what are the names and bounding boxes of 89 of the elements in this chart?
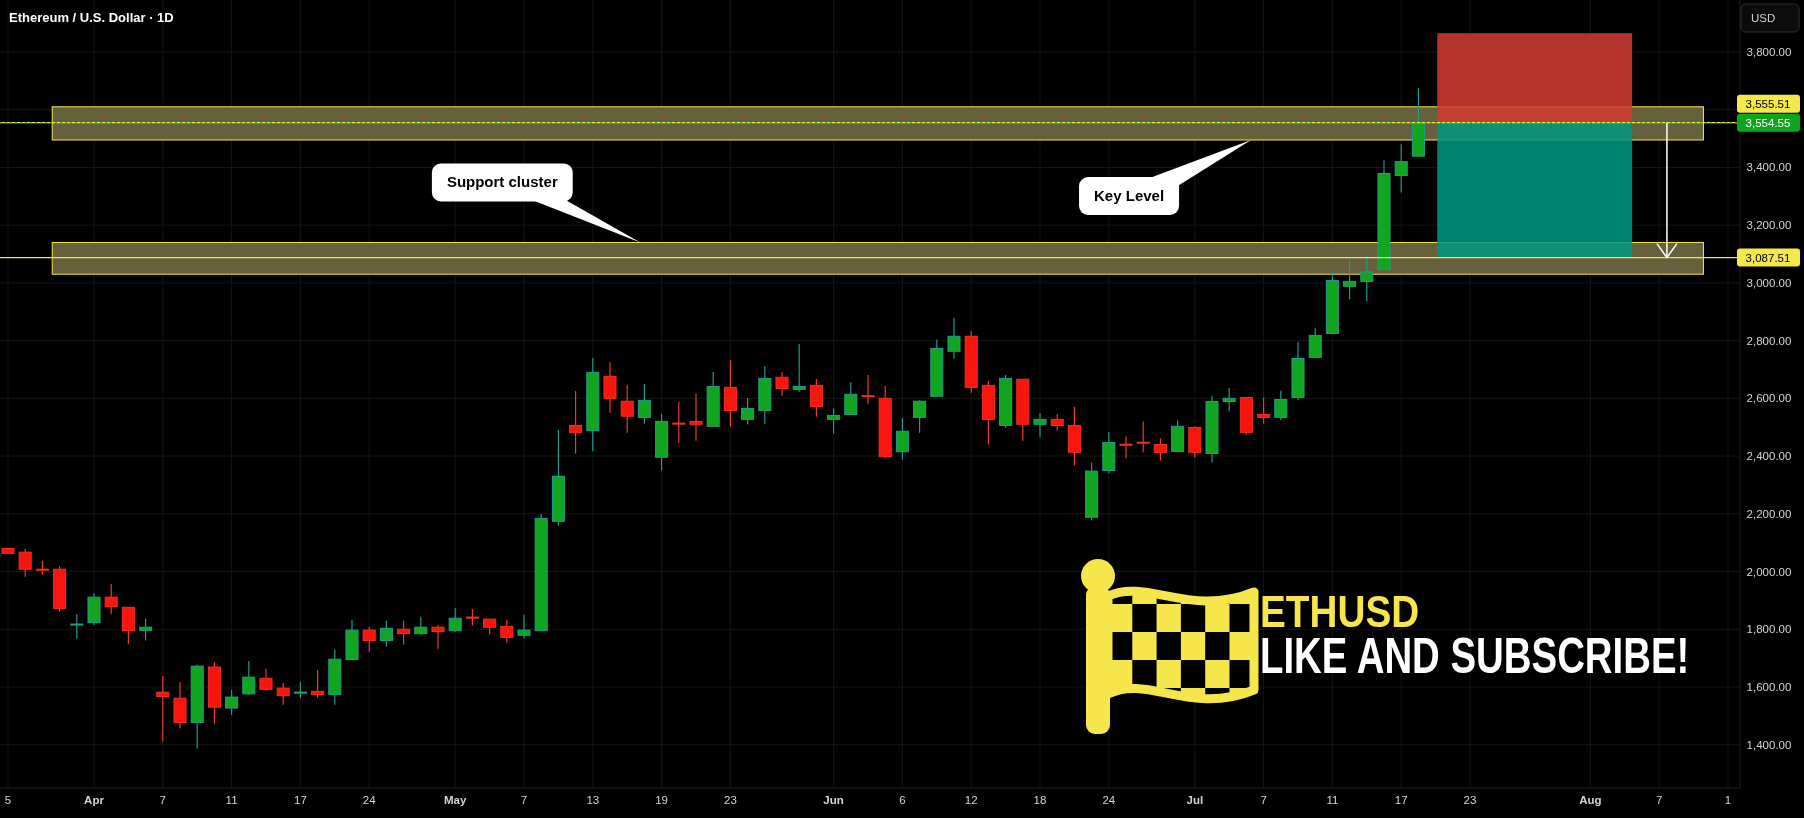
y-tick-label: 2,400.00	[1746, 450, 1792, 463]
x-tick-label: 23	[724, 794, 737, 806]
candlestick	[569, 390, 583, 455]
y-tick-label: 3,800.00	[1746, 45, 1792, 58]
candlestick	[689, 392, 703, 442]
candlestick	[1119, 435, 1133, 459]
candlestick	[1343, 258, 1357, 300]
candlestick	[414, 616, 428, 636]
candlestick	[792, 343, 806, 393]
x-tick-label: 1	[1724, 794, 1732, 806]
candlestick	[397, 620, 411, 646]
candlestick	[723, 359, 737, 428]
candlestick	[379, 620, 393, 648]
x-tick-label: 17	[1394, 794, 1408, 806]
candlestick	[225, 689, 239, 716]
candlestick	[895, 417, 909, 461]
x-tick-label: May	[444, 794, 467, 806]
candlestick	[603, 361, 617, 414]
x-tick-label: 7	[520, 794, 528, 806]
y-tick-label: 1,800.00	[1746, 623, 1792, 636]
x-tick-label: Jun	[823, 794, 844, 806]
y-tick-label: 2,200.00	[1746, 507, 1792, 520]
x-tick-label: 13	[586, 794, 600, 806]
x-tick-label: 17	[294, 794, 307, 806]
band-label: Support cluster	[446, 173, 558, 191]
candlestick	[861, 374, 875, 405]
x-tick-label: Jul	[1186, 794, 1204, 806]
candlestick	[637, 383, 651, 425]
x-tick-label: 23	[1463, 794, 1477, 806]
x-tick-label: 6	[899, 794, 906, 806]
x-tick-label: 12	[964, 794, 978, 806]
ref-line-label: 3,087.51	[1745, 251, 1791, 264]
candlestick	[1136, 420, 1150, 453]
x-tick-label: 18	[1033, 794, 1047, 806]
candlestick	[362, 626, 376, 653]
y-tick-label: 3,200.00	[1746, 219, 1792, 232]
x-tick-label: 7	[159, 794, 166, 806]
candlestick	[827, 407, 841, 435]
y-tick-label: 3,400.00	[1746, 161, 1792, 174]
y-tick-label: 1,600.00	[1746, 680, 1792, 693]
y-tick-label: 2,600.00	[1746, 392, 1792, 405]
x-tick-label: Apr	[84, 794, 105, 806]
candlestick	[70, 613, 84, 640]
x-tick-label: 11	[1326, 794, 1339, 806]
candlestick	[104, 583, 118, 615]
x-tick-label: 7	[1260, 794, 1267, 806]
candlestick	[139, 618, 153, 642]
candlestick	[500, 619, 514, 644]
candlestick	[276, 682, 290, 706]
candlestick	[1394, 143, 1408, 194]
x-tick-label: 11	[225, 794, 238, 806]
candlestick	[431, 624, 445, 650]
candlestick	[1153, 437, 1167, 461]
ref-line-label: 3,555.51	[1745, 97, 1791, 110]
candlestick	[809, 378, 823, 418]
candlestick	[620, 384, 634, 434]
candlestick	[775, 371, 789, 397]
band-label: Key Level	[1094, 186, 1165, 204]
candlestick	[121, 606, 135, 645]
ref-line-label: 3,554.55	[1745, 116, 1791, 129]
candlestick	[844, 381, 858, 416]
x-tick-label: 24	[362, 794, 377, 806]
y-tick-label: 2,000.00	[1746, 565, 1792, 578]
candlestick	[1257, 396, 1271, 425]
candlestick	[311, 669, 325, 699]
x-tick-label: Aug	[1579, 794, 1602, 806]
candlestick	[1222, 387, 1236, 412]
y-tick-label: 2,800.00	[1746, 334, 1792, 347]
text: Ethereum / U.S. Dollar · 1D	[9, 10, 174, 25]
candlestick	[156, 675, 170, 743]
candlestick	[1308, 327, 1322, 358]
candlestick	[517, 614, 531, 640]
x-tick-label: 5	[4, 794, 12, 806]
y-axis-title: USD	[1751, 12, 1776, 24]
candlestick	[18, 548, 32, 578]
x-tick-label: 24	[1102, 794, 1116, 806]
candlestick	[448, 607, 462, 633]
y-tick-label: 3,000.00	[1746, 276, 1792, 289]
candlestick	[947, 317, 961, 360]
candlestick	[741, 397, 755, 426]
x-tick-label: 7	[1656, 794, 1663, 806]
candlestick	[1274, 389, 1288, 421]
y-tick-label: 1,400.00	[1746, 738, 1792, 751]
candlestick	[913, 399, 927, 434]
candlestick	[1033, 412, 1047, 438]
candlestick	[672, 401, 686, 444]
candlestick	[1360, 254, 1374, 302]
candlestick	[242, 660, 256, 696]
x-tick-label: 19	[655, 794, 668, 806]
